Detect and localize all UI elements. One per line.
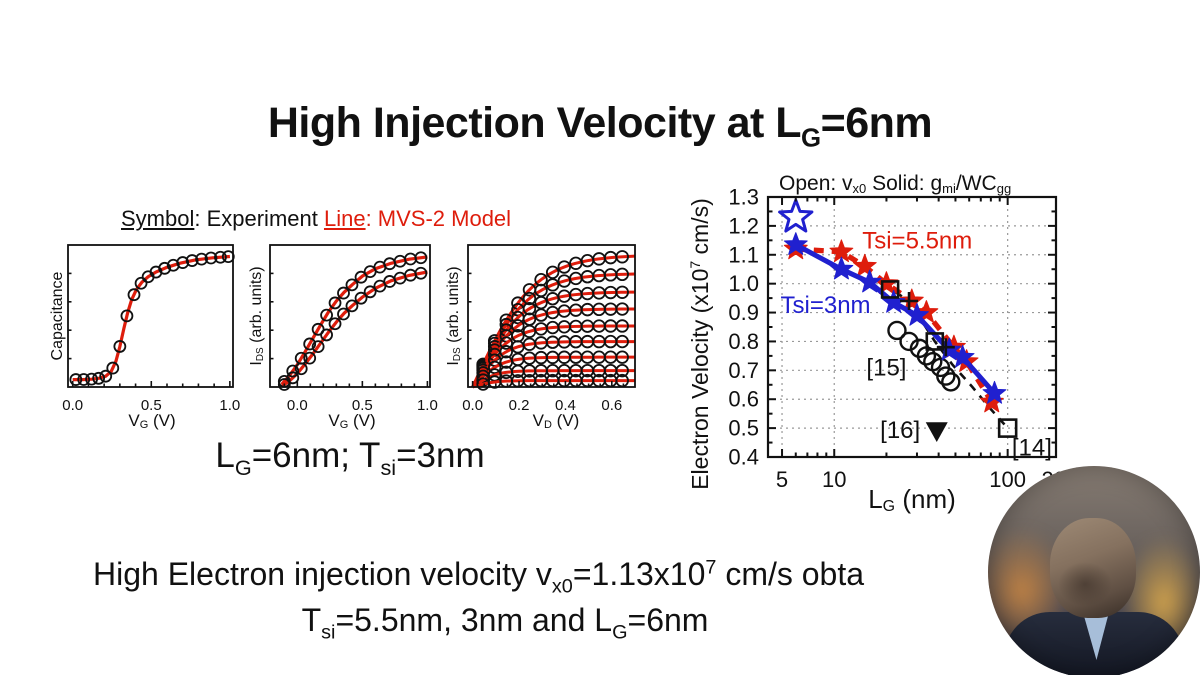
y-tick-label: 1.1 — [728, 242, 759, 267]
annotation: Tsi=3nm — [781, 292, 871, 319]
y-tick-label: 0.5 — [728, 416, 759, 441]
x-tick-label: 5 — [776, 467, 788, 492]
series-experiment-high — [277, 251, 428, 388]
plot-frame — [467, 244, 636, 388]
x-tick-label: 0.5 — [352, 397, 373, 414]
x-tick-label: 1.0 — [219, 397, 240, 414]
series-tsi-3nm-vx0-open — [778, 198, 814, 233]
series--14-marker — [997, 418, 1018, 438]
y-axis-title: IDS (arb. units) — [248, 266, 266, 365]
series--16-marker — [925, 422, 948, 442]
y-tick-label: 1.0 — [728, 271, 759, 296]
annotation: [15] — [866, 354, 906, 381]
x-tick-label: 0.0 — [287, 397, 308, 414]
chart-cv-curve: 0.0 0.5 1.0 VG (V) Capacitance — [49, 244, 240, 431]
chart-title: Open: vx0 Solid: gmi/WCgg — [779, 172, 1011, 196]
y-axis-title: Capacitance — [49, 271, 66, 360]
presenter-head — [1050, 518, 1136, 618]
conclusion-line-2: Tsi=5.5nm, 3nm and LG=6nm — [301, 602, 709, 644]
x-axis-title: VG (V) — [128, 411, 175, 431]
chart-transfer-curves: 0.0 0.5 1.0 VG (V) IDS (arb. units) — [248, 244, 438, 431]
series-ref-squares — [880, 280, 945, 351]
series-experiment-low — [277, 266, 428, 391]
presenter-face-shadow — [1058, 562, 1112, 606]
chart-electron-velocity-vs-lg: 5101002000.40.50.60.70.80.91.01.11.21.3L… — [687, 172, 1078, 515]
series-ref-crosses — [900, 292, 955, 357]
x-tick-label: 1.0 — [417, 397, 438, 414]
x-axis-title: VD (V) — [533, 411, 580, 431]
curve-sat-0.43 — [471, 324, 636, 388]
x-axis-title: LG (nm) — [868, 484, 956, 515]
conclusion-line-1: High Electron injection velocity vx0=1.1… — [93, 556, 865, 598]
webcam-vignette — [988, 466, 1200, 675]
x-tick-label: 0.5 — [141, 397, 162, 414]
y-tick-label: 0.8 — [728, 329, 759, 354]
x-tick-label: 0.4 — [555, 397, 576, 414]
presenter-webcam-bubble[interactable] — [988, 466, 1200, 675]
curve-sat-0.67 — [471, 290, 636, 388]
device-caption: LG=6nm; Tsi=3nm — [215, 436, 485, 480]
annotation: [16] — [880, 417, 920, 444]
x-tick-label: 0.0 — [62, 397, 83, 414]
y-tick-label: 0.7 — [728, 358, 759, 383]
plot-frame — [67, 244, 234, 388]
x-tick-label: 100 — [989, 467, 1026, 492]
x-tick-label: 0.6 — [601, 397, 622, 414]
y-axis-title: IDS (arb. units) — [445, 266, 463, 365]
x-tick-label: 10 — [822, 467, 846, 492]
chart-output-curves: 0.0 0.2 0.4 0.6 VD (V) IDS (arb. units) — [445, 244, 636, 431]
series-model-vds-low — [280, 270, 428, 388]
slide-title: High Injection Velocity at LG=6nm — [267, 98, 933, 153]
y-tick-label: 0.4 — [728, 444, 759, 469]
series-experiment — [69, 250, 235, 386]
y-axis-title: Electron Velocity (x107 cm/s) — [687, 198, 713, 490]
y-tick-label: 1.2 — [728, 213, 759, 238]
x-tick-label: 0.0 — [462, 397, 483, 414]
curve-sat-0.93 — [471, 254, 636, 388]
x-axis-title: VG (V) — [328, 411, 375, 431]
y-tick-label: 0.6 — [728, 387, 759, 412]
plot-legend: Symbol: Experiment Line: MVS-2 Model — [121, 206, 512, 231]
y-tick-label: 0.9 — [728, 300, 759, 325]
annotation: [14] — [1012, 434, 1052, 461]
y-tick-label: 1.3 — [728, 184, 759, 209]
x-tick-label: 0.2 — [509, 397, 530, 414]
annotation: Tsi=5.5nm — [862, 228, 972, 255]
